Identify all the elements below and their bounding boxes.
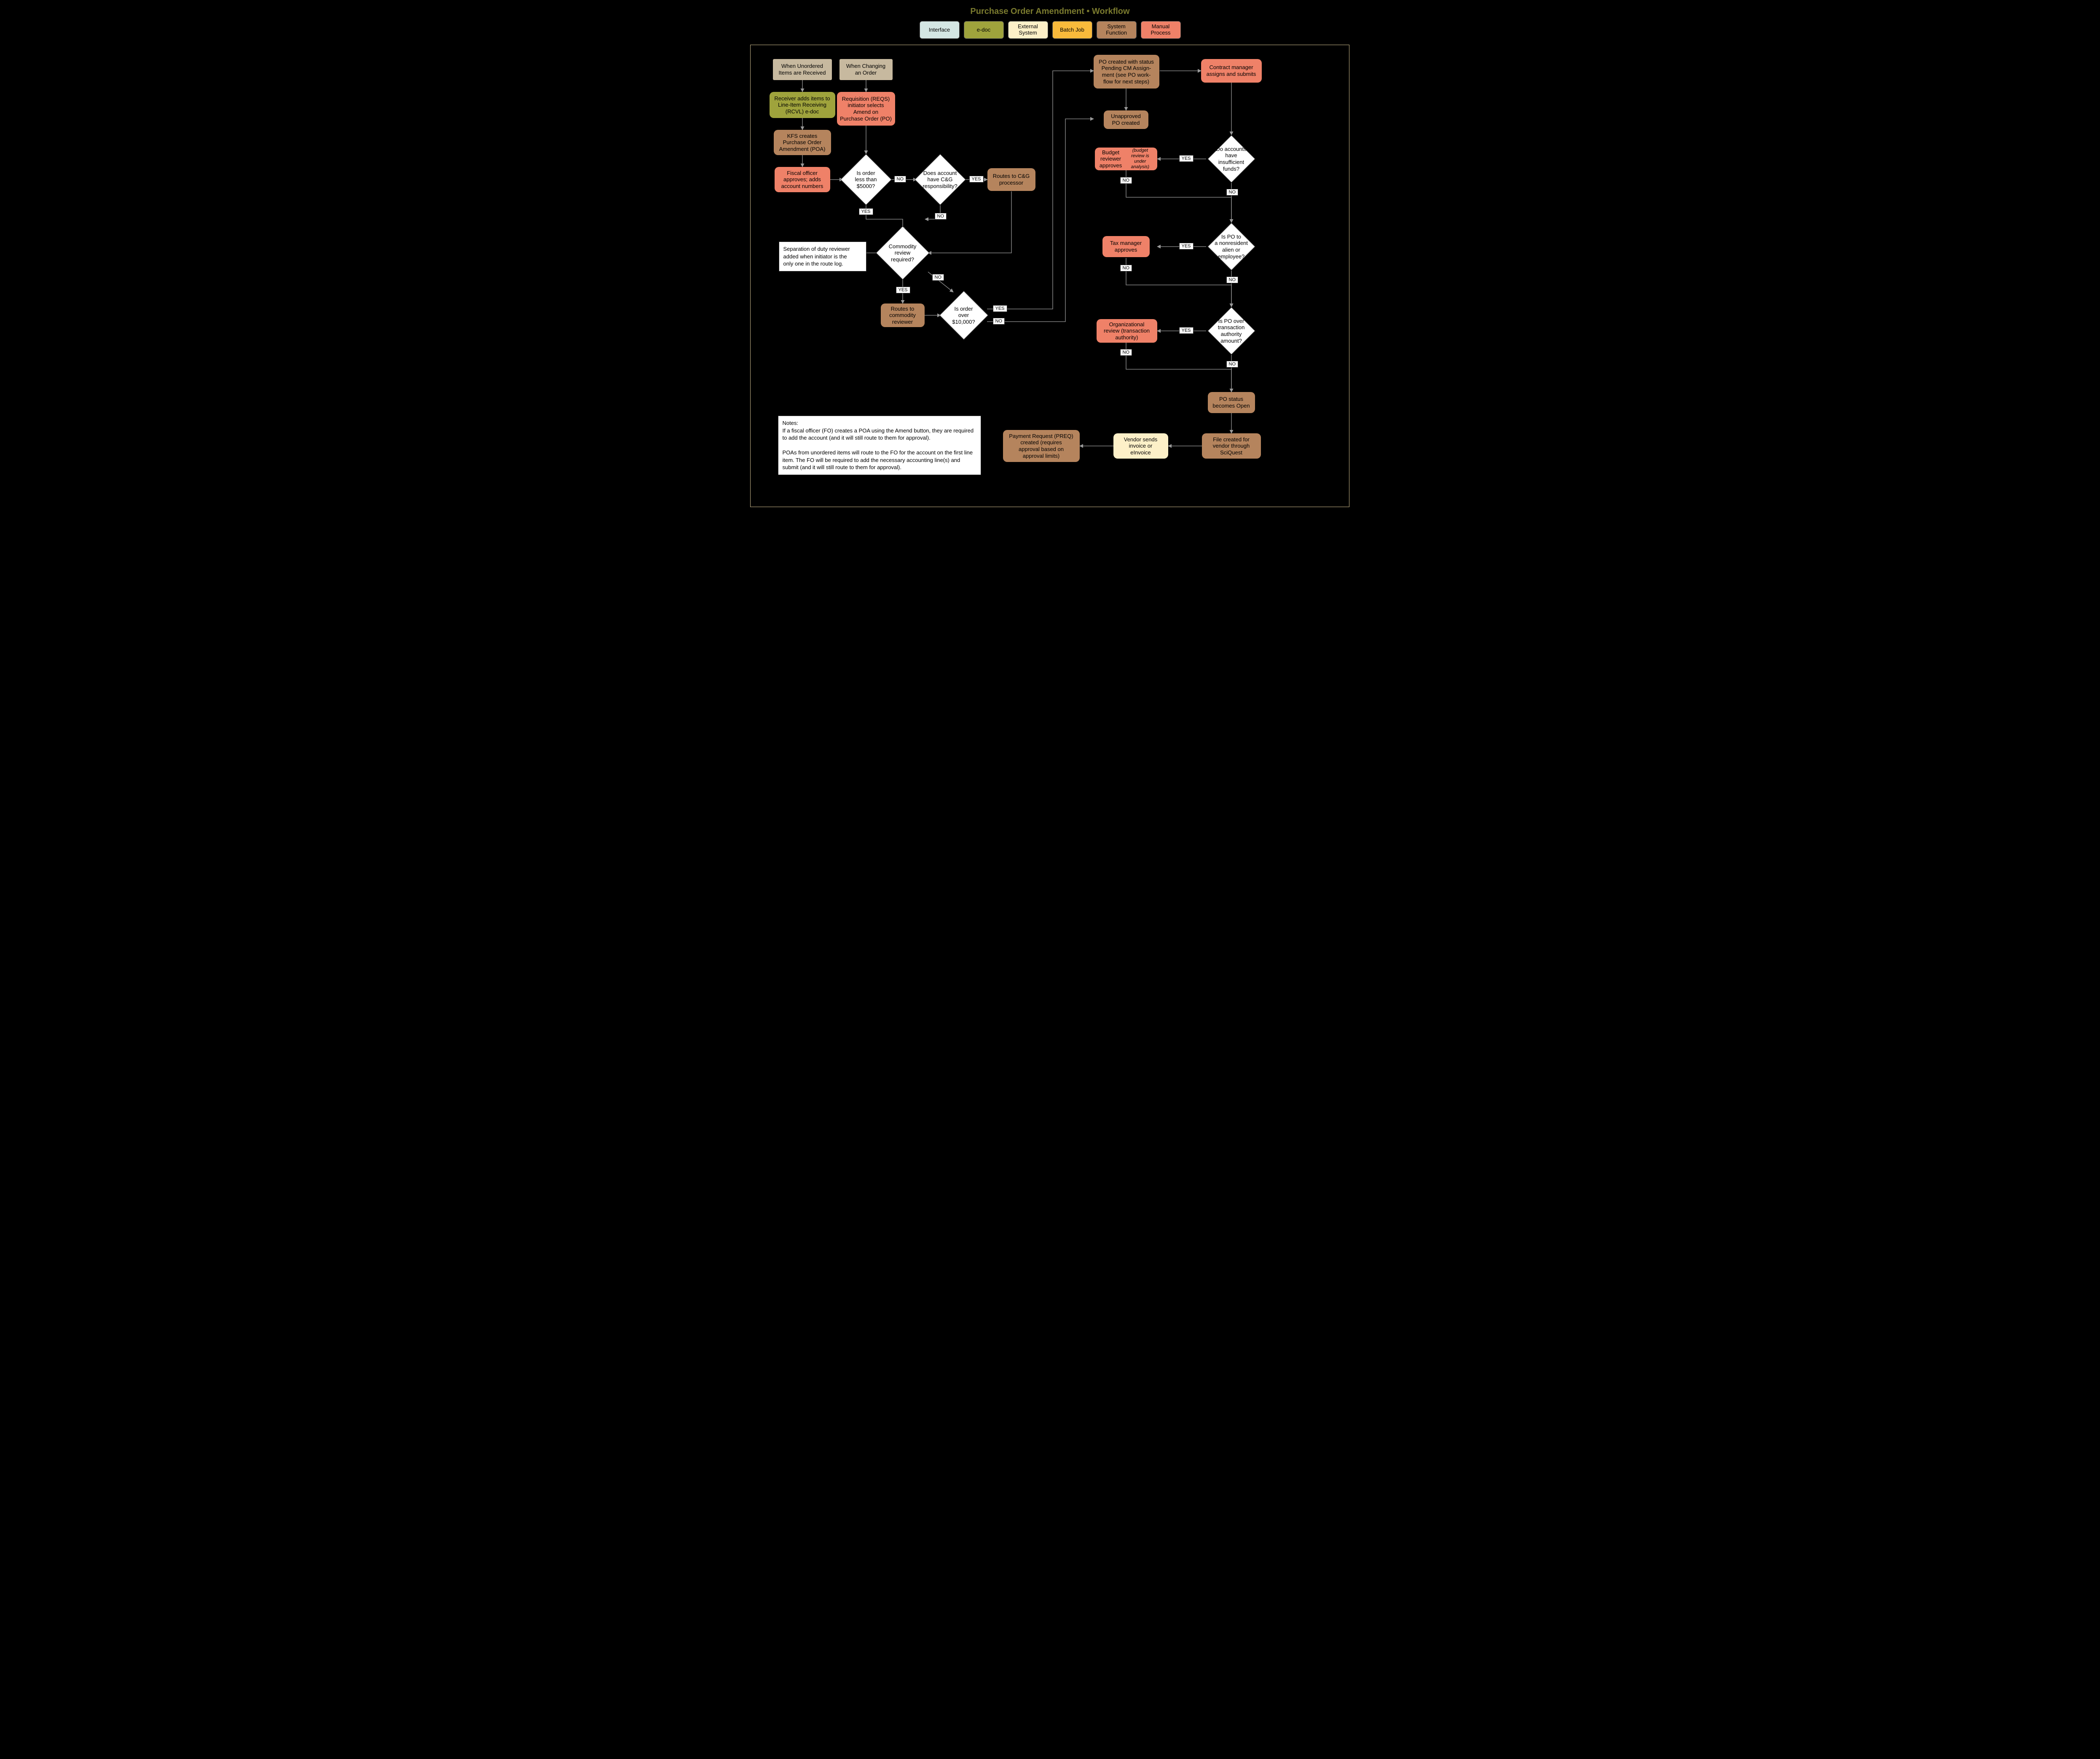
node-cg-processor: Routes to C&Gprocessor xyxy=(987,168,1035,191)
node-commodity-reviewer: Routes tocommodityreviewer xyxy=(881,303,925,327)
node-preq: Payment Request (PREQ)created (requiresa… xyxy=(1003,430,1080,462)
legend-item-external-system: ExternalSystem xyxy=(1008,21,1048,39)
node-org-review: Organizationalreview (transactionauthori… xyxy=(1097,319,1157,343)
label-nra-no: NO xyxy=(1226,277,1239,283)
decision-nra: Is PO toa nonresidentalien oremployee? xyxy=(1215,230,1248,263)
legend-item-system-function: SystemFunction xyxy=(1097,21,1137,39)
label-auth-yes: YES xyxy=(1179,327,1193,334)
node-vendor-invoice: Vendor sendsinvoice oreInvoice xyxy=(1113,433,1168,459)
decision-authority: Is PO overtransactionauthorityamount? xyxy=(1215,314,1248,348)
label-10k-yes: YES xyxy=(993,305,1007,312)
label-cg-yes: YES xyxy=(969,176,984,183)
decision-commodity: Commodityreview required? xyxy=(884,234,922,272)
legend-item-manual-process: ManualProcess xyxy=(1141,21,1181,39)
label-org-no: NO xyxy=(1120,349,1132,356)
notes-box: Notes: If a fiscal officer (FO) creates … xyxy=(778,416,981,475)
label-funds-yes: YES xyxy=(1179,155,1193,162)
label-cg-no: NO xyxy=(935,213,947,220)
legend-item-batch-job: Batch Job xyxy=(1052,21,1092,39)
label-comm-yes: YES xyxy=(896,287,910,293)
legend-item-e-doc: e-doc xyxy=(964,21,1004,39)
legend: Interfacee-docExternalSystemBatch Job Sys… xyxy=(743,21,1358,39)
node-budget-reviewer: Budget reviewer approves (budget review … xyxy=(1095,148,1157,170)
decision-funds: Do accountshave insufficientfunds? xyxy=(1215,142,1248,176)
node-tax-manager: Tax managerapproves xyxy=(1102,236,1150,257)
decision-5000: Is orderless than$5000? xyxy=(848,161,884,198)
node-po-open: PO statusbecomes Open xyxy=(1208,392,1255,413)
decision-cg: Does accounthave C&Gresponsibility? xyxy=(922,161,958,198)
page-title: Purchase Order Amendment • Workflow xyxy=(743,7,1358,16)
label-nra-yes: YES xyxy=(1179,243,1193,250)
node-po-pending: PO created with statusPending CM Assign-… xyxy=(1094,55,1159,89)
node-unapproved-po: UnapprovedPO created xyxy=(1104,110,1148,129)
label-tax-no: NO xyxy=(1120,265,1132,271)
start-unordered: When UnorderedItems are Received xyxy=(773,59,832,80)
node-cm-assign: Contract managerassigns and submits xyxy=(1201,59,1262,83)
node-fiscal-officer: Fiscal officerapproves; addsaccount numb… xyxy=(775,167,830,192)
label-comm-no: NO xyxy=(932,274,944,281)
decision-10k: Is orderover $10,000? xyxy=(947,298,981,333)
node-sciquest: File created forvendor throughSciQuest xyxy=(1202,433,1261,459)
label-auth-no: NO xyxy=(1226,361,1239,368)
legend-item-interface: Interface xyxy=(920,21,960,39)
node-kfs-poa: KFS createsPurchase OrderAmendment (POA) xyxy=(774,130,831,155)
node-rcvl: Receiver adds items toLine-Item Receivin… xyxy=(770,92,835,118)
node-reqs: Requisition (REQS)initiator selectsAmend… xyxy=(837,92,895,126)
start-change-order: When Changingan Order xyxy=(839,59,893,80)
flowchart-canvas: Purchase Order Amendment • Workflow Inte… xyxy=(743,0,1358,515)
label-5000-yes: YES xyxy=(859,208,873,215)
label-budget-no: NO xyxy=(1120,177,1132,184)
note-separation-of-duty: Separation of duty revieweradded when in… xyxy=(779,242,866,271)
label-5000-no: NO xyxy=(894,176,907,183)
label-funds-no: NO xyxy=(1226,189,1239,196)
label-10k-no: NO xyxy=(993,318,1005,325)
